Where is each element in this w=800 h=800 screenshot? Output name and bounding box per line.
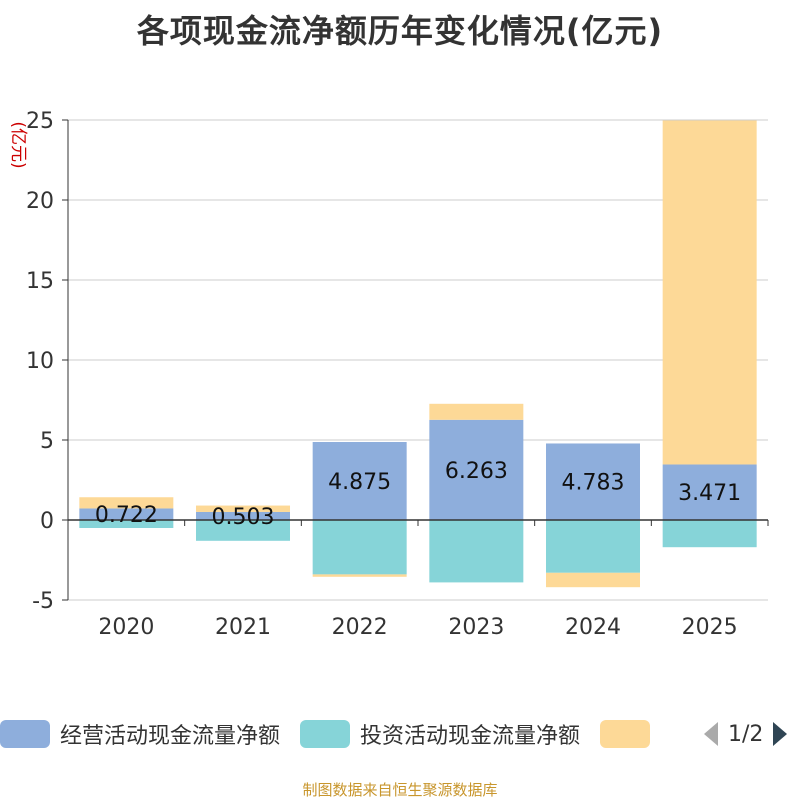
bar-3-2023 bbox=[429, 403, 524, 420]
bar-2-2024 bbox=[546, 520, 640, 573]
x-tick-label-2021: 2021 bbox=[215, 615, 271, 640]
data-label-2024: 4.783 bbox=[562, 471, 625, 496]
bar-1-2021 bbox=[196, 511, 290, 520]
y-tick-label: 10 bbox=[26, 349, 54, 374]
bar-3-2024 bbox=[546, 572, 640, 588]
legend-label-operating: 经营活动现金流量净额 bbox=[60, 724, 281, 749]
y-tick-label: 20 bbox=[26, 189, 54, 214]
data-label-2022: 4.875 bbox=[328, 470, 391, 495]
legend-pager: 1/2 bbox=[702, 718, 789, 750]
bar-2-2022 bbox=[312, 520, 407, 575]
legend-label-investing: 投资活动现金流量净额 bbox=[360, 724, 581, 749]
legend-item-operating[interactable]: 经营活动现金流量净额 bbox=[0, 718, 280, 750]
y-tick-label: 15 bbox=[26, 269, 54, 294]
bar-1-2024 bbox=[546, 443, 640, 520]
legend-swatch-financing bbox=[600, 720, 651, 748]
legend-swatch-investing bbox=[300, 720, 351, 748]
legend-swatch-operating bbox=[0, 720, 50, 748]
bar-2-2025 bbox=[662, 520, 757, 548]
bar-2-2023 bbox=[429, 520, 524, 583]
data-source-footer: 制图数据来自恒生聚源数据库 bbox=[302, 781, 498, 799]
x-tick-label-2023: 2023 bbox=[448, 615, 504, 640]
chart-title: 各项现金流净额历年变化情况(亿元) bbox=[136, 12, 664, 50]
data-label-2020: 0.722 bbox=[95, 503, 158, 528]
x-tick-label-2022: 2022 bbox=[332, 615, 388, 640]
chevron-right-icon[interactable] bbox=[771, 721, 789, 747]
bar-1-2023 bbox=[429, 419, 524, 520]
legend-item-investing[interactable]: 投资活动现金流量净额 bbox=[300, 718, 580, 750]
bar-3-2021 bbox=[196, 505, 290, 512]
bar-1-2025 bbox=[662, 464, 757, 520]
y-tick-label: 0 bbox=[40, 509, 54, 534]
legend-page-indicator: 1/2 bbox=[728, 721, 764, 747]
y-tick-label: 25 bbox=[26, 109, 54, 134]
bar-3-2025 bbox=[662, 120, 757, 465]
legend-item-financing[interactable] bbox=[600, 720, 651, 748]
data-label-2025: 3.471 bbox=[678, 481, 741, 506]
data-label-2021: 0.503 bbox=[212, 505, 275, 530]
x-tick-label-2020: 2020 bbox=[98, 615, 154, 640]
bar-2-2021 bbox=[196, 520, 290, 541]
bar-1-2020 bbox=[79, 508, 174, 520]
bar-1-2022 bbox=[312, 442, 407, 520]
bar-3-2022 bbox=[312, 574, 407, 577]
y-axis-label: (亿元) bbox=[8, 121, 28, 168]
bar-2-2020 bbox=[79, 520, 174, 528]
x-tick-label-2024: 2024 bbox=[565, 615, 621, 640]
bar-3-2020 bbox=[79, 497, 174, 509]
legend: 经营活动现金流量净额 投资活动现金流量净额 bbox=[0, 718, 670, 750]
y-tick-label: 5 bbox=[40, 429, 54, 454]
y-tick-label: -5 bbox=[32, 589, 54, 614]
x-tick-label-2025: 2025 bbox=[682, 615, 738, 640]
chevron-left-icon[interactable] bbox=[702, 721, 720, 747]
data-label-2023: 6.263 bbox=[445, 459, 508, 484]
